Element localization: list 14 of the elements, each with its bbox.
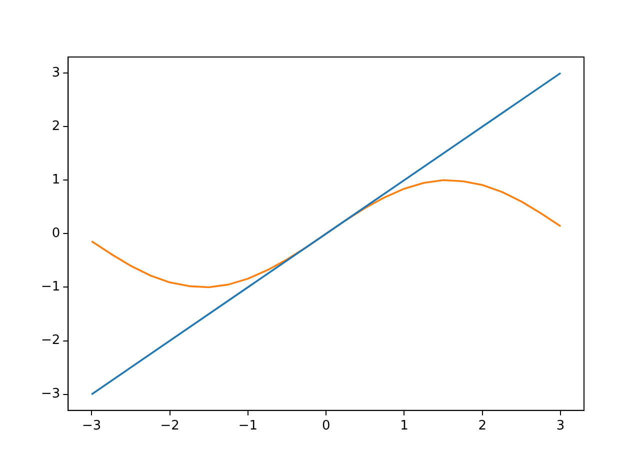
y-tick-label: 2 xyxy=(52,118,60,134)
x-tick-label: 0 xyxy=(322,418,330,434)
y-tick-label: 1 xyxy=(52,172,60,188)
y-tick-label: −2 xyxy=(40,333,60,348)
x-tick-label: −2 xyxy=(160,418,180,434)
x-tick-label: 2 xyxy=(478,418,487,434)
x-tick-label: −1 xyxy=(238,418,258,434)
y-tick-label: 3 xyxy=(52,65,60,80)
x-tick-label: 1 xyxy=(400,418,408,434)
y-tick-label: −1 xyxy=(40,280,60,295)
x-tick-label: −3 xyxy=(82,418,102,434)
y-tick-label: 0 xyxy=(52,226,60,242)
x-tick-label: 3 xyxy=(556,418,565,434)
y-tick-label: −3 xyxy=(40,386,60,402)
